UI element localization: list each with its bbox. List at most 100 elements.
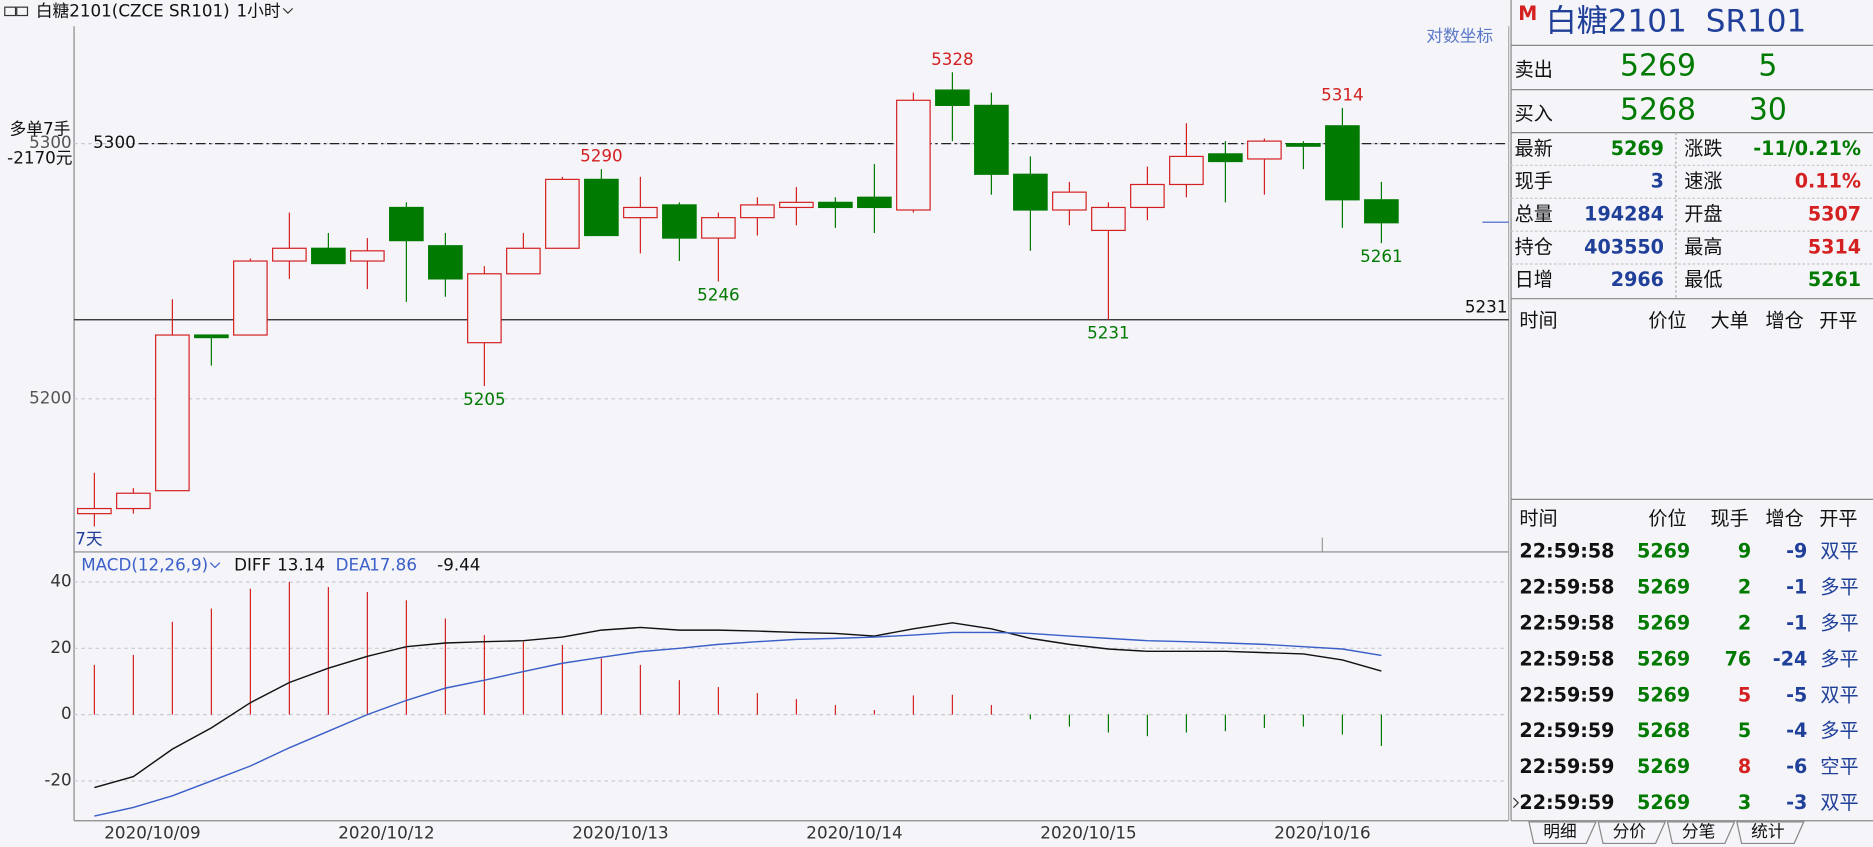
stat-label: 最高 bbox=[1684, 235, 1722, 258]
stat-value: 0.11% bbox=[1795, 170, 1861, 193]
trade-oi: -3 bbox=[1786, 791, 1807, 814]
candle-body bbox=[623, 206, 658, 219]
stat-label: 日增 bbox=[1515, 268, 1553, 291]
trade-price: 5269 bbox=[1637, 755, 1690, 778]
badge: M bbox=[1518, 2, 1537, 25]
high-label: 5314 bbox=[1321, 84, 1364, 104]
candle-body bbox=[1364, 199, 1399, 224]
stat-value: 5269 bbox=[1611, 137, 1664, 160]
stat-value: 3 bbox=[1651, 170, 1664, 193]
trade-oi: -9 bbox=[1786, 539, 1807, 562]
macd-legend: MACD(12,26,9) DIFF 13.14 DEA 17.86 -9.44 bbox=[81, 555, 480, 575]
column-header: 增仓 bbox=[1765, 507, 1803, 530]
low-label: 5246 bbox=[697, 284, 740, 304]
ask-label: 卖出 bbox=[1515, 58, 1553, 81]
column-header: 时间 bbox=[1519, 507, 1557, 530]
period-selector[interactable]: 1小时 bbox=[237, 0, 281, 20]
trade-oi: -6 bbox=[1786, 755, 1807, 778]
column-header: 大单 bbox=[1711, 309, 1749, 332]
candle-body bbox=[116, 492, 151, 510]
legend-value: 13.14 bbox=[277, 555, 325, 575]
candle-body bbox=[506, 247, 541, 275]
candle-body bbox=[1247, 140, 1282, 160]
candle-body bbox=[311, 247, 346, 265]
trade-hand: 2 bbox=[1738, 611, 1751, 634]
stat-label: 开盘 bbox=[1684, 203, 1722, 226]
position-pnl: -2170元 bbox=[7, 147, 73, 167]
link-icon bbox=[16, 6, 29, 17]
candle-body bbox=[194, 334, 229, 339]
stat-value: 2966 bbox=[1611, 268, 1664, 291]
low-label: 5231 bbox=[1087, 323, 1130, 343]
candle-body bbox=[1052, 191, 1087, 211]
tab-shapes bbox=[1528, 821, 1805, 845]
x-tick-label: 2020/10/16 bbox=[1274, 822, 1370, 842]
candle-body bbox=[701, 217, 736, 239]
candle-body bbox=[467, 273, 502, 344]
stat-label: 速涨 bbox=[1684, 170, 1722, 193]
trade-price: 5269 bbox=[1637, 539, 1690, 562]
quote-panel: M 白糖2101 SR101 卖出 5269 5 买入 5268 30 bbox=[1510, 0, 1873, 845]
trade-type: 多平 bbox=[1820, 719, 1858, 742]
stat-value: 194284 bbox=[1584, 203, 1664, 226]
x-tick-label: 2020/10/12 bbox=[338, 822, 434, 842]
bid-price: 5268 bbox=[1620, 93, 1696, 128]
stat-value: 5314 bbox=[1808, 235, 1861, 258]
trade-time: 22:59:58 bbox=[1519, 539, 1614, 562]
indicator-line bbox=[94, 622, 1382, 789]
stat-value: 5307 bbox=[1808, 203, 1861, 226]
x-tick-label: 2020/10/14 bbox=[806, 822, 902, 842]
trade-hand: 8 bbox=[1738, 755, 1751, 778]
reference-label: 5300 bbox=[93, 132, 136, 152]
column-header: 开平 bbox=[1819, 309, 1857, 332]
candle-body bbox=[1091, 206, 1126, 232]
chevron bbox=[282, 7, 294, 14]
trade-type: 双平 bbox=[1820, 791, 1858, 814]
trade-hand: 5 bbox=[1738, 719, 1751, 742]
trade-hand: 3 bbox=[1738, 791, 1751, 814]
candle-body bbox=[389, 206, 424, 242]
trade-price: 5269 bbox=[1637, 611, 1690, 634]
trade-price: 5269 bbox=[1637, 647, 1690, 670]
trade-oi: -1 bbox=[1786, 575, 1807, 598]
tab[interactable]: 分笔 bbox=[1682, 821, 1715, 841]
candle-body bbox=[584, 178, 619, 237]
quote-code: SR101 bbox=[1706, 4, 1807, 40]
indicator-name[interactable]: MACD(12,26,9) bbox=[81, 555, 208, 575]
link-icon bbox=[4, 6, 17, 17]
candle-body bbox=[272, 247, 307, 262]
high-label: 5290 bbox=[580, 146, 623, 166]
y-tick-label: 5200 bbox=[29, 387, 72, 407]
tab[interactable]: 统计 bbox=[1751, 821, 1785, 841]
candle-body bbox=[662, 204, 697, 239]
trade-time: 22:59:59 bbox=[1519, 719, 1614, 742]
log-scale-toggle[interactable]: 对数坐标 bbox=[1426, 26, 1493, 46]
candle-body bbox=[1325, 125, 1360, 201]
bid-label: 买入 bbox=[1515, 102, 1553, 125]
x-tick-label: 2020/10/15 bbox=[1040, 822, 1136, 842]
tab[interactable]: 明细 bbox=[1543, 821, 1576, 841]
column-header: 开平 bbox=[1819, 507, 1857, 530]
trade-time: 22:59:59 bbox=[1519, 683, 1614, 706]
candle-body bbox=[779, 201, 814, 209]
candle-body bbox=[350, 250, 385, 262]
candle-body bbox=[428, 245, 463, 280]
stat-value: -11/0.21% bbox=[1753, 137, 1861, 160]
column-header: 价位 bbox=[1648, 309, 1686, 332]
y-tick-label: 0 bbox=[61, 703, 72, 723]
trade-time: 22:59:59 bbox=[1519, 791, 1614, 814]
candle-body bbox=[77, 507, 112, 515]
tab[interactable]: 分价 bbox=[1613, 821, 1647, 841]
candle-body bbox=[740, 204, 775, 219]
x-tick-label: 2020/10/09 bbox=[104, 822, 200, 842]
column-header: 价位 bbox=[1648, 507, 1686, 530]
trade-time: 22:59:58 bbox=[1519, 611, 1614, 634]
trade-oi: -1 bbox=[1786, 611, 1807, 634]
trade-time: 22:59:58 bbox=[1519, 647, 1614, 670]
trade-time: 22:59:59 bbox=[1519, 755, 1614, 778]
stat-value: 5261 bbox=[1808, 268, 1861, 291]
contract-title[interactable]: 白糖2101(CZCE SR101) bbox=[36, 0, 230, 20]
stat-label: 最新 bbox=[1515, 137, 1553, 160]
